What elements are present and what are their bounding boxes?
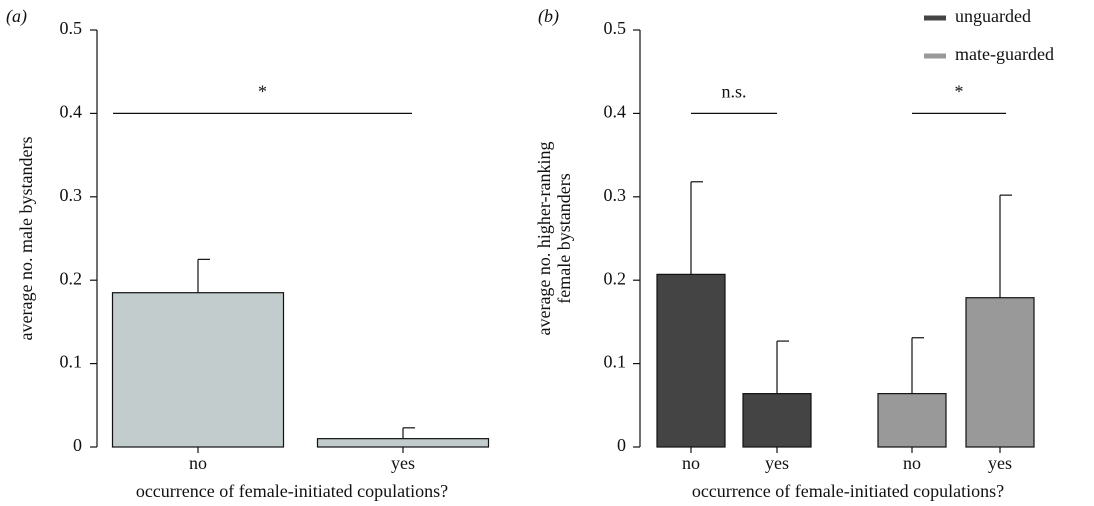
x-tick-label: no: [682, 453, 700, 473]
y-tick-label: 0.3: [604, 185, 627, 205]
x-axis-label: occurrence of female-initiated copulatio…: [692, 481, 1004, 501]
y-axis-label: female bystanders: [554, 173, 574, 303]
legend-label: mate-guarded: [955, 44, 1054, 64]
bar: [965, 297, 1035, 448]
y-tick-label: 0.2: [60, 268, 83, 288]
y-axis-label: average no. male bystanders: [16, 137, 36, 341]
y-tick-label: 0.4: [60, 102, 83, 122]
y-tick-label: 0: [617, 435, 626, 455]
bar: [656, 273, 726, 448]
y-tick-label: 0.2: [604, 268, 627, 288]
legend-label: unguarded: [955, 6, 1031, 26]
x-tick-label: yes: [988, 453, 1012, 473]
y-tick-label: 0.1: [60, 352, 83, 372]
y-tick-label: 0.1: [604, 352, 627, 372]
significance-label: *: [258, 82, 267, 102]
bar: [111, 292, 285, 448]
bar: [742, 393, 812, 448]
y-tick-label: 0.3: [60, 185, 83, 205]
significance-label: *: [955, 82, 964, 102]
x-axis-label: occurrence of female-initiated copulatio…: [136, 481, 448, 501]
y-tick-label: 0.5: [60, 18, 83, 38]
significance-label: n.s.: [721, 82, 746, 102]
bar: [316, 438, 490, 448]
x-tick-label: yes: [765, 453, 789, 473]
y-axis-label: average no. higher-ranking: [534, 141, 554, 335]
x-tick-label: no: [903, 453, 921, 473]
panel-label: (b): [538, 6, 559, 27]
y-tick-label: 0.4: [604, 102, 627, 122]
y-tick-label: 0: [73, 435, 82, 455]
y-tick-label: 0.5: [604, 18, 627, 38]
x-tick-label: no: [189, 453, 207, 473]
bar: [877, 393, 947, 448]
x-tick-label: yes: [391, 453, 415, 473]
panel-label: (a): [6, 6, 27, 27]
